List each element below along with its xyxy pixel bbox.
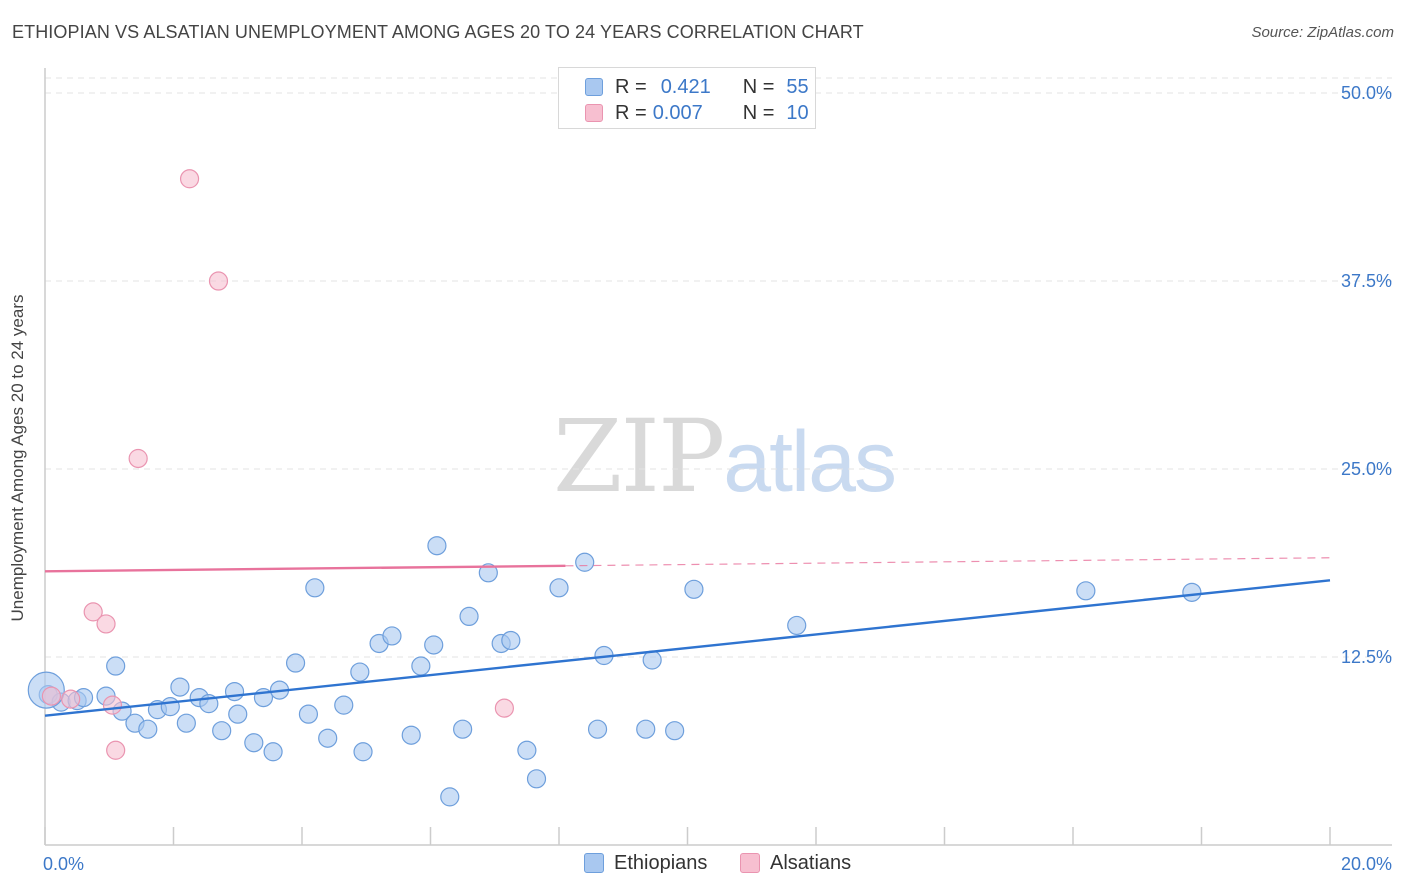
data-points — [27, 169, 1202, 807]
alsatians-point — [61, 689, 81, 709]
ethiopians-point — [427, 536, 447, 556]
legend-label-alsatians: Alsatians — [770, 851, 852, 874]
y-tick-label-37.5: 37.5% — [1341, 271, 1392, 291]
ethiopians-point — [440, 787, 460, 807]
ethiopians-point — [224, 681, 245, 702]
ethiopians-point — [244, 733, 264, 753]
ethiopians-point — [334, 695, 354, 715]
ethiopians-point — [453, 719, 473, 739]
r-label: R = — [615, 75, 647, 98]
axes — [44, 68, 1392, 846]
ethiopians-point — [636, 719, 656, 739]
y-tick-label-12.5: 12.5% — [1341, 647, 1392, 667]
watermark-zip: ZIP — [553, 398, 725, 515]
ethiopians-point — [526, 769, 547, 789]
ethiopians-point — [285, 653, 306, 673]
alsatians-point — [96, 614, 116, 634]
ethiopians-point — [478, 563, 498, 583]
alsatians-point — [83, 602, 103, 622]
tick-labels: 12.5% 25.0% 37.5% 50.0% 0.0% 20.0% — [43, 83, 1392, 874]
legend-item-ethiopians: Ethiopians — [584, 850, 707, 876]
ethiopians-point — [684, 579, 704, 599]
y-axis-label: Unemployment Among Ages 20 to 24 years — [8, 294, 27, 622]
n-label: N = — [742, 101, 775, 124]
alsatians-point — [106, 740, 126, 760]
ethiopians-point — [106, 656, 126, 676]
ethiopians-point — [642, 650, 662, 670]
ethiopians-point — [228, 704, 248, 724]
legend-row-ethiopians: R = 0.421 N = 55 — [585, 74, 809, 100]
ethiopians-trend-line — [44, 579, 1331, 717]
ethiopians-point — [575, 552, 595, 572]
legend-label-ethiopians: Ethiopians — [614, 851, 708, 874]
ethiopians-point — [160, 697, 180, 717]
source-label: Source: ZipAtlas.com — [1251, 24, 1394, 41]
ethiopians-point — [138, 719, 158, 739]
watermark: ZIPatlas — [553, 398, 897, 515]
ethiopians-point — [263, 742, 283, 762]
alsatians-swatch — [740, 853, 760, 873]
ethiopians-point — [170, 677, 190, 697]
legend-item-alsatians: Alsatians — [740, 850, 851, 876]
n-value: 55 — [786, 75, 809, 98]
alsatians-point — [128, 448, 148, 469]
ethiopians-point — [305, 578, 325, 598]
r-label: R = — [615, 101, 647, 124]
ethiopians-swatch — [584, 853, 604, 873]
alsatians-point — [494, 698, 514, 718]
ethiopians-point — [549, 578, 569, 598]
ethiopians-point — [459, 606, 479, 627]
ethiopians-point — [665, 721, 685, 741]
ethiopians-point — [1182, 582, 1202, 602]
r-value: 0.007 — [652, 101, 703, 124]
trend-lines — [44, 557, 1331, 717]
ethiopians-point — [298, 704, 319, 724]
ethiopians-point — [1076, 581, 1096, 601]
ethiopians-point — [176, 713, 196, 733]
ethiopians-point — [517, 740, 537, 760]
alsatians-trend-line-extension — [565, 557, 1331, 567]
ethiopians-point — [587, 719, 608, 739]
r-value: 0.421 — [660, 75, 711, 98]
ethiopians-point — [401, 725, 421, 745]
correlation-legend: R = 0.421 N = 55 R = 0.007 N = 10 — [558, 67, 816, 129]
x-tick-label-max: 20.0% — [1341, 854, 1392, 874]
ethiopians-point — [501, 630, 521, 651]
ethiopians-point — [212, 721, 232, 741]
y-tick-label-50: 50.0% — [1341, 83, 1392, 103]
alsatians-point — [208, 271, 229, 291]
x-tick-label-min: 0.0% — [43, 854, 84, 874]
n-label: N = — [742, 75, 775, 98]
ethiopians-point — [411, 656, 431, 676]
alsatians-swatch — [585, 104, 603, 122]
y-tick-label-25: 25.0% — [1341, 459, 1392, 479]
chart-title: ETHIOPIAN VS ALSATIAN UNEMPLOYMENT AMONG… — [12, 22, 864, 42]
legend-row-alsatians: R = 0.007 N = 10 — [585, 100, 809, 126]
ethiopians-point — [318, 728, 338, 748]
ethiopians-point — [350, 662, 370, 682]
ethiopians-point — [353, 742, 373, 762]
alsatians-point — [102, 695, 123, 715]
alsatians-point — [41, 686, 62, 706]
n-value: 10 — [786, 101, 809, 124]
alsatians-point — [179, 169, 200, 189]
ethiopians-point — [424, 635, 444, 655]
alsatians-trend-line — [44, 564, 566, 573]
ethiopians-swatch — [585, 78, 603, 96]
watermark-atlas: atlas — [723, 414, 897, 510]
ethiopians-point — [787, 615, 807, 636]
ethiopians-point — [382, 626, 402, 646]
